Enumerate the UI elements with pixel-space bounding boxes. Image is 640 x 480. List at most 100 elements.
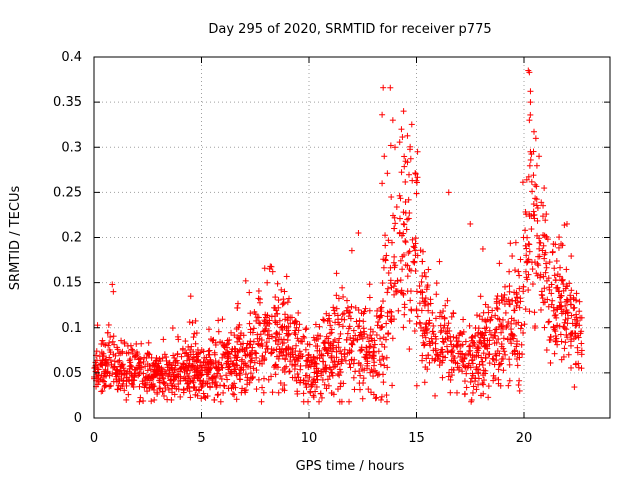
data-point	[558, 303, 565, 310]
data-point	[498, 360, 505, 367]
data-point	[495, 336, 502, 343]
data-point	[529, 266, 536, 273]
data-point	[539, 247, 546, 254]
data-point	[239, 346, 246, 353]
data-point	[121, 387, 128, 394]
data-point	[293, 377, 300, 384]
data-point	[297, 366, 304, 373]
data-point	[398, 126, 405, 133]
data-point	[125, 391, 132, 398]
data-point	[314, 347, 321, 354]
data-point	[527, 99, 534, 106]
data-point	[312, 343, 319, 350]
data-point	[396, 192, 403, 199]
data-point	[381, 343, 388, 350]
data-point	[275, 341, 282, 348]
data-point	[558, 338, 565, 345]
data-point	[307, 388, 314, 395]
data-point	[304, 357, 311, 364]
data-point	[266, 317, 273, 324]
data-point	[488, 331, 495, 338]
data-point	[260, 357, 267, 364]
data-point	[173, 357, 180, 364]
data-point	[268, 373, 275, 380]
data-point	[543, 347, 550, 354]
data-point	[101, 382, 108, 389]
data-point	[496, 316, 503, 323]
data-point	[554, 341, 561, 348]
data-point	[292, 327, 299, 334]
data-point	[490, 334, 497, 341]
data-point	[358, 346, 365, 353]
data-point	[413, 190, 420, 197]
data-point	[574, 349, 581, 356]
data-point	[255, 288, 262, 295]
data-point	[538, 199, 545, 206]
data-point	[256, 299, 263, 306]
data-point	[359, 335, 366, 342]
data-point	[348, 303, 355, 310]
data-point	[333, 305, 340, 312]
data-point	[512, 239, 519, 246]
data-point	[258, 398, 265, 405]
data-point	[238, 367, 245, 374]
data-point	[101, 378, 108, 385]
data-point	[527, 148, 534, 155]
data-point	[419, 295, 426, 302]
data-point	[340, 380, 347, 387]
data-point	[498, 329, 505, 336]
data-point	[421, 379, 428, 386]
data-point	[212, 364, 219, 371]
data-point	[165, 372, 172, 379]
data-point	[564, 320, 571, 327]
data-point	[416, 283, 423, 290]
data-point	[366, 343, 373, 350]
data-point	[383, 320, 390, 327]
data-point	[536, 253, 543, 260]
data-point	[506, 268, 513, 275]
data-point	[325, 350, 332, 357]
data-point	[175, 381, 182, 388]
data-point	[360, 330, 367, 337]
data-point	[196, 377, 203, 384]
data-point	[185, 373, 192, 380]
data-point	[506, 288, 513, 295]
data-point	[576, 308, 583, 315]
data-point	[295, 352, 302, 359]
data-point	[501, 283, 508, 290]
data-point	[219, 354, 226, 361]
data-point	[283, 363, 290, 370]
data-point	[346, 309, 353, 316]
data-point	[557, 331, 564, 338]
data-point	[559, 277, 566, 284]
data-point	[287, 353, 294, 360]
data-point	[359, 395, 366, 402]
data-point	[372, 395, 379, 402]
data-point	[121, 371, 128, 378]
data-point	[400, 220, 407, 227]
data-point	[539, 295, 546, 302]
data-point	[568, 287, 575, 294]
data-point	[458, 350, 465, 357]
data-point	[436, 258, 443, 265]
data-point	[400, 324, 407, 331]
data-point	[94, 366, 101, 373]
data-point	[330, 304, 337, 311]
data-point	[466, 348, 473, 355]
data-point	[433, 280, 440, 287]
data-point	[351, 356, 358, 363]
data-point	[373, 394, 380, 401]
data-point	[536, 245, 543, 252]
data-point	[150, 368, 157, 375]
data-point	[98, 372, 105, 379]
data-point	[377, 335, 384, 342]
data-point	[379, 323, 386, 330]
data-point	[170, 373, 177, 380]
y-tick-label: 0.15	[53, 276, 82, 291]
data-point	[242, 371, 249, 378]
data-point	[508, 331, 515, 338]
data-point	[156, 377, 163, 384]
data-point	[331, 310, 338, 317]
data-point	[281, 368, 288, 375]
data-point	[278, 324, 285, 331]
